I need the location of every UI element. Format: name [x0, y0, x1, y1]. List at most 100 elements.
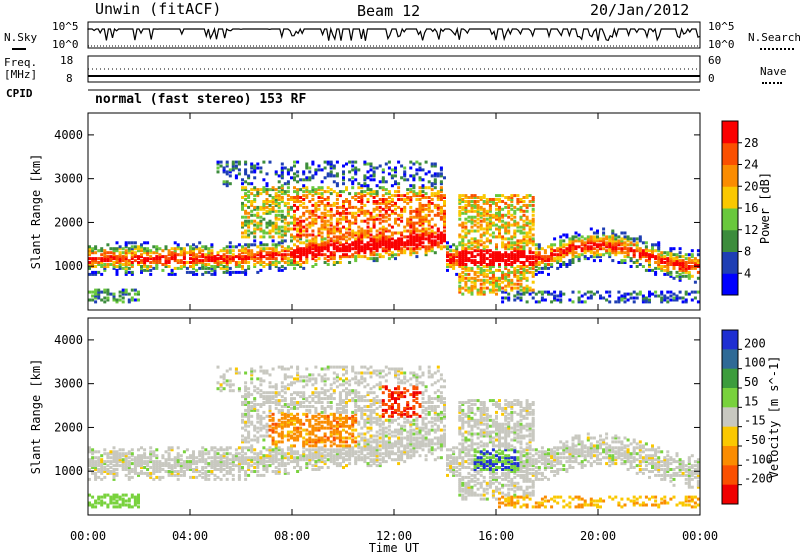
vel-cell: [192, 454, 195, 458]
vel-cell: [97, 460, 101, 464]
power-cell: [626, 235, 630, 239]
power-cell: [482, 292, 486, 296]
vel-cell: [149, 450, 153, 454]
power-cell: [360, 245, 364, 249]
power-cell: [143, 247, 147, 251]
vel-cell: [314, 391, 318, 395]
power-cell: [596, 251, 599, 255]
power-cell: [118, 265, 122, 268]
power-cell: [302, 233, 306, 237]
power-cell: [323, 205, 327, 209]
vel-cell: [329, 387, 333, 391]
power-cell: [198, 266, 202, 270]
power-cell: [146, 249, 150, 253]
vel-cell: [314, 387, 318, 391]
power-cell: [568, 243, 572, 247]
power-cell: [574, 255, 578, 259]
power-cell: [565, 249, 569, 253]
power-cell: [675, 298, 679, 302]
vel-cell: [265, 468, 269, 471]
power-cell: [397, 190, 401, 194]
power-cell: [626, 298, 630, 302]
vel-cell: [127, 505, 131, 509]
vel-cell: [127, 456, 131, 460]
vel-cell: [170, 448, 174, 452]
power-cell: [106, 263, 110, 266]
power-cell: [654, 255, 658, 259]
power-cell: [504, 213, 508, 217]
power-cell: [363, 243, 367, 247]
vel-cell: [308, 377, 312, 381]
vel-cell: [149, 446, 153, 450]
vel-cell: [338, 454, 342, 458]
power-cell: [626, 253, 630, 257]
vel-cell: [137, 460, 140, 464]
vel-cell: [164, 470, 168, 473]
power-cell: [155, 266, 159, 270]
vel-cell: [109, 495, 113, 499]
power-cell: [283, 190, 287, 194]
power-cell: [482, 255, 486, 259]
power-cell: [495, 280, 498, 284]
power-cell: [406, 247, 410, 251]
vel-cell: [170, 466, 174, 469]
power-cell: [614, 300, 618, 304]
power-cell: [375, 217, 379, 221]
vel-cell: [259, 460, 263, 464]
power-cell: [109, 255, 113, 259]
vel-cell: [250, 371, 254, 375]
vel-cell: [250, 450, 254, 454]
power-cell: [501, 225, 505, 229]
power-cell: [476, 245, 480, 249]
vel-cell: [283, 471, 287, 475]
vel-cell: [241, 434, 244, 438]
power-cell: [678, 296, 682, 300]
power-cell: [259, 259, 263, 263]
power-cell: [94, 259, 98, 263]
power-cell: [498, 284, 501, 288]
power-cell: [488, 280, 492, 284]
power-cell: [599, 294, 602, 298]
power-cell: [443, 203, 446, 207]
power-cell: [256, 194, 260, 198]
power-cell: [192, 255, 195, 259]
vel-cell: [247, 416, 251, 420]
power-cell: [504, 251, 508, 255]
power-cell: [274, 223, 278, 227]
power-cell: [348, 225, 352, 229]
power-cell: [250, 170, 254, 174]
power-cell: [130, 247, 134, 251]
power-cell: [130, 272, 134, 276]
vel-cell: [237, 456, 241, 460]
vel-cell: [133, 462, 137, 466]
vel-cell: [167, 470, 171, 473]
vel-cell: [155, 456, 159, 460]
power-cell: [296, 223, 300, 227]
power-cell: [660, 290, 664, 294]
power-cell: [311, 233, 315, 237]
power-cell: [299, 215, 303, 219]
power-cell: [311, 247, 315, 251]
power-cell: [357, 237, 361, 241]
vel-cell: [219, 446, 223, 450]
vel-cell: [133, 456, 137, 460]
power-cell: [195, 253, 199, 257]
vel-cell: [247, 393, 251, 397]
power-cell: [351, 213, 355, 217]
power-cell: [231, 259, 235, 263]
power-cell: [525, 194, 529, 198]
power-cell: [531, 274, 535, 278]
power-cell: [470, 288, 474, 292]
power-cell: [446, 245, 449, 249]
power-cell: [320, 211, 324, 215]
power-cell: [485, 217, 489, 221]
vel-cell: [332, 371, 336, 375]
power-cell: [400, 251, 404, 255]
power-cell: [409, 253, 413, 257]
vel-cell: [167, 446, 171, 450]
vel-cell: [155, 462, 159, 466]
power-cell: [305, 190, 309, 194]
power-cell: [133, 245, 137, 249]
vel-cell: [247, 462, 251, 466]
power-cell: [534, 263, 538, 266]
